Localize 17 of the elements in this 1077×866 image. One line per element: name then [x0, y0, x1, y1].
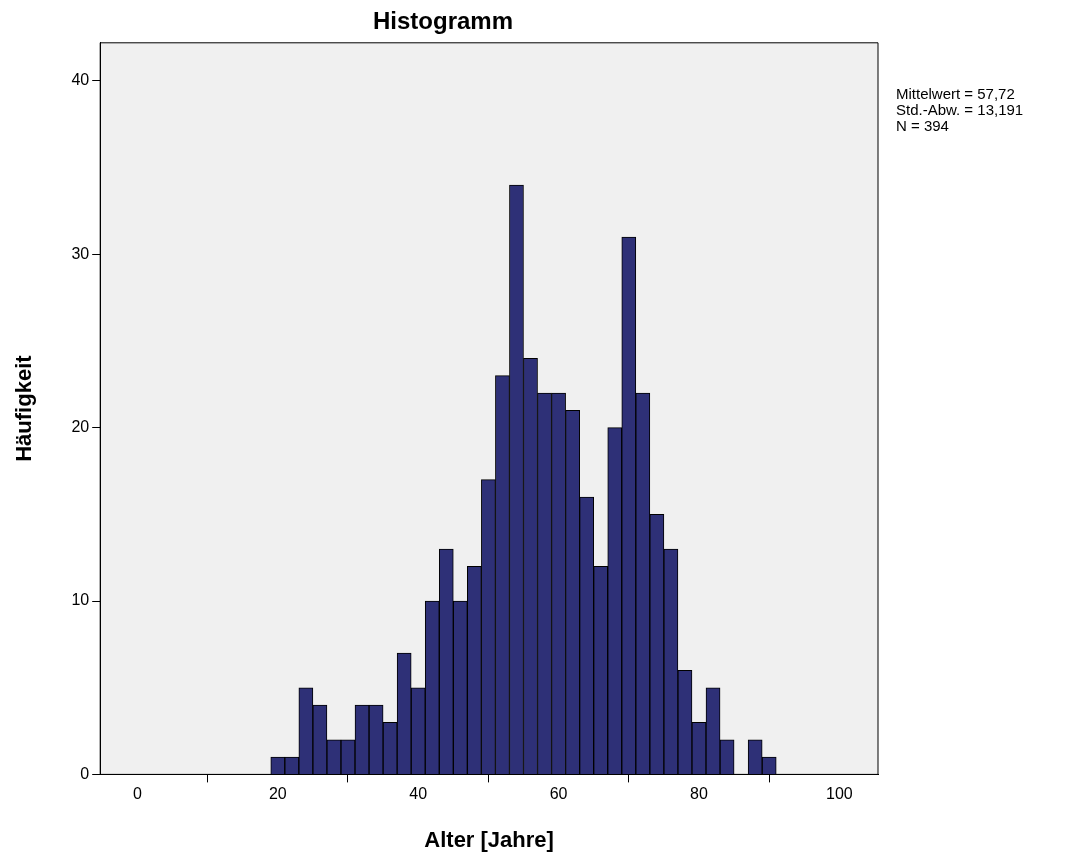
y-tick-label: 0	[80, 764, 90, 782]
x-tick-label: 60	[549, 785, 568, 803]
y-axis-title: Häufigkeit	[11, 354, 37, 462]
chart-title: Histogramm	[372, 7, 514, 35]
text: Mittelwert = 57,72	[896, 85, 1016, 102]
y-tick-label: 30	[71, 244, 90, 262]
x-tick-label: 20	[268, 785, 287, 803]
text: N = 394	[896, 117, 950, 134]
x-tick-label: 80	[690, 785, 708, 803]
y-tick-label: 10	[71, 591, 90, 609]
x-tick-label: 40	[409, 785, 428, 803]
y-tick-label: 20	[71, 418, 90, 436]
y-tick-label: 40	[71, 71, 90, 89]
text: Std.-Abw. = 13,191	[896, 101, 1024, 118]
x-tick-label: 100	[826, 785, 853, 803]
x-tick-label: 0	[132, 785, 142, 803]
x-axis-title: Alter [Jahre]	[424, 826, 554, 852]
